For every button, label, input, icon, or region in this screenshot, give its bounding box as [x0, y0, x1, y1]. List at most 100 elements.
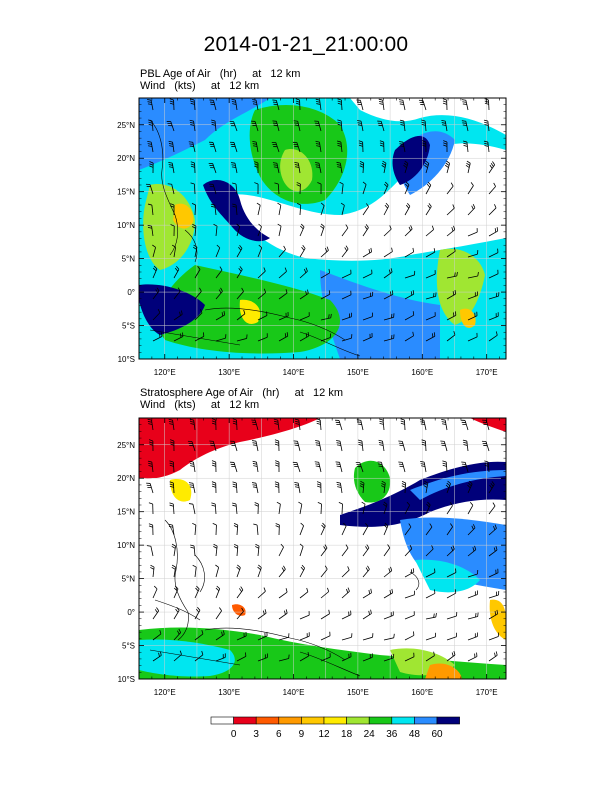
- wind-barb: [355, 461, 364, 473]
- wind-barb: [425, 203, 432, 216]
- wind-barb: [296, 202, 302, 216]
- wind-barb: [383, 544, 391, 557]
- wind-barb: [148, 439, 154, 452]
- wind-barb: [194, 266, 201, 279]
- wind-barb: [421, 119, 427, 132]
- wind-barb: [488, 204, 497, 216]
- wind-barb: [315, 140, 322, 153]
- wind-barb: [341, 633, 353, 641]
- wind-barb: [254, 182, 259, 195]
- wind-barb: [212, 523, 217, 536]
- wind-barb: [257, 653, 268, 662]
- colorbar-swatch: [323, 716, 347, 725]
- wind-barb: [484, 98, 490, 111]
- field-yellow-east: [489, 599, 506, 640]
- x-tick-label: 160°E: [411, 368, 433, 377]
- wind-barb: [317, 502, 322, 515]
- wind-barb: [315, 440, 322, 452]
- y-tick-label: 0°: [127, 288, 135, 297]
- wind-barb: [316, 418, 322, 431]
- wind-barb: [404, 544, 413, 557]
- wind-barb: [320, 223, 325, 237]
- wind-barb: [484, 460, 490, 473]
- wind-barb: [173, 265, 180, 279]
- wind-barb: [252, 440, 259, 452]
- panel2-field: [139, 418, 506, 679]
- wind-barb: [257, 267, 266, 279]
- field-blue-nw: [139, 98, 270, 170]
- wind-barb: [209, 99, 217, 111]
- wind-barb: [278, 543, 284, 557]
- wind-barb: [340, 202, 345, 216]
- wind-barb: [272, 162, 280, 174]
- wind-barb: [341, 544, 349, 557]
- field-yellow-south: [239, 299, 261, 324]
- wind-barb: [299, 312, 310, 321]
- wind-barb: [425, 523, 433, 536]
- wind-barb: [253, 523, 259, 536]
- wind-barb: [171, 564, 176, 578]
- wind-barb: [467, 590, 478, 599]
- wind-barb: [169, 98, 175, 111]
- wind-barb: [215, 310, 226, 321]
- wind-barb: [383, 653, 395, 662]
- wind-barb: [488, 524, 497, 536]
- colorbar-label: 0: [230, 729, 237, 740]
- wind-barb: [337, 98, 343, 111]
- wind-barb: [488, 161, 496, 174]
- wind-barb: [425, 545, 434, 557]
- colorbar-swatch: [301, 716, 325, 725]
- wind-barb: [421, 140, 427, 153]
- wind-barb: [467, 501, 474, 515]
- wind-barb: [341, 334, 353, 342]
- wind-barb: [488, 248, 499, 258]
- wind-barb: [467, 480, 473, 494]
- wind-barb: [152, 629, 162, 641]
- wind-barb: [296, 182, 301, 195]
- wind-barb: [467, 612, 479, 620]
- wind-barb: [336, 440, 343, 452]
- wind-barb: [320, 565, 328, 578]
- wind-barb: [194, 629, 204, 641]
- wind-barb: [257, 587, 266, 599]
- wind-barb: [294, 418, 301, 431]
- wind-barb: [320, 290, 331, 300]
- wind-barb: [403, 160, 409, 174]
- wind-barb: [150, 564, 155, 578]
- wind-barb: [148, 523, 154, 536]
- wind-barb: [257, 609, 267, 620]
- wind-barb: [274, 481, 280, 494]
- wind-barb: [461, 461, 469, 473]
- wind-barb: [362, 332, 373, 342]
- wind-barb: [152, 651, 162, 662]
- wind-barb: [446, 632, 458, 641]
- wind-barb: [230, 440, 238, 452]
- x-tick-label: 170°E: [476, 688, 498, 697]
- wind-barb: [383, 588, 393, 599]
- wind-barb: [361, 501, 366, 515]
- wind-barb: [467, 182, 474, 195]
- wind-barb: [357, 120, 364, 132]
- panel2-axes: 120°E 130°E 140°E 150°E 160°E 170°E 25°N 20°N 15…: [117, 417, 506, 697]
- wind-barb: [418, 99, 427, 111]
- wind-barb: [276, 501, 281, 515]
- wind-barb: [315, 98, 322, 111]
- wind-barb: [147, 418, 154, 431]
- wind-barb: [215, 630, 225, 641]
- wind-barb: [467, 291, 478, 300]
- colorbar-swatch: [278, 716, 302, 725]
- wind-barb: [230, 162, 238, 174]
- wind-barb: [320, 609, 330, 620]
- field-navy-ne: [392, 135, 430, 185]
- wind-barb: [467, 545, 477, 557]
- wind-barb: [231, 98, 238, 111]
- field-orange-south: [425, 663, 462, 679]
- wind-barb: [379, 140, 385, 153]
- wind-barb: [488, 590, 500, 599]
- wind-barb: [275, 523, 280, 536]
- wind-barb: [173, 310, 183, 321]
- wind-barb: [467, 203, 476, 216]
- wind-barb: [147, 141, 154, 153]
- wind-barb: [257, 288, 267, 300]
